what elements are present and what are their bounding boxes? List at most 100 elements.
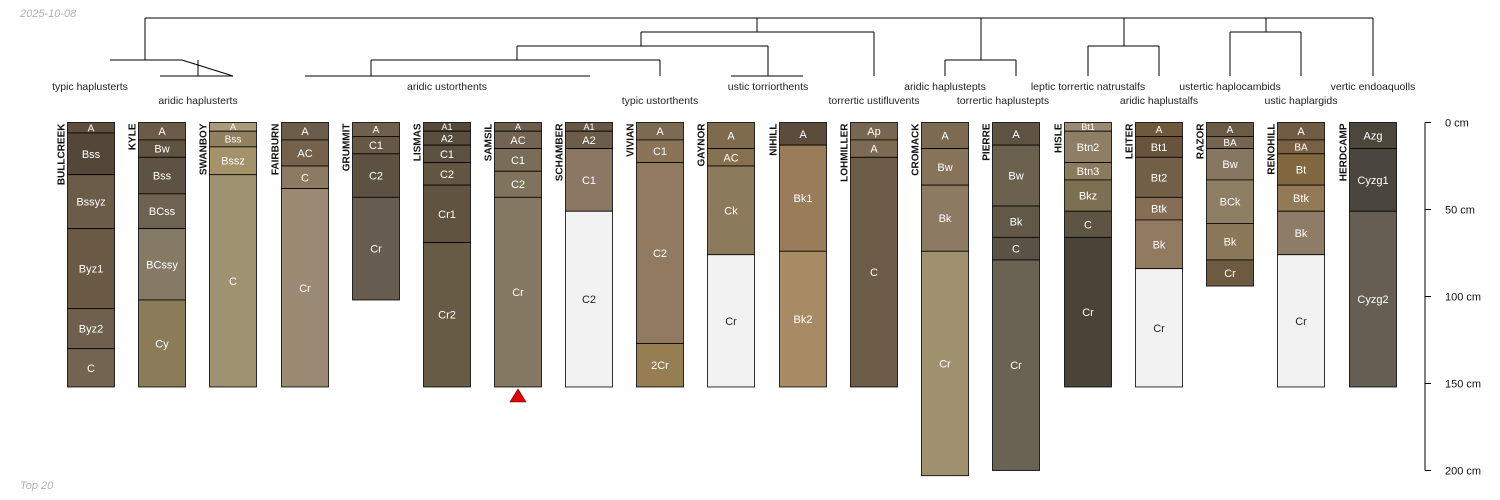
taxon-label-leptic-torrertic-natrustalfs: leptic torrertic natrustalfs (1031, 81, 1145, 93)
horizon-label: Bw (154, 144, 169, 156)
horizon-kyle-bcssy (138, 228, 186, 301)
taxon-label-typic-haplusterts: typic haplusterts (52, 81, 128, 93)
profile-herdcamp: Azg Cyzg1 Cyzg2 HERDCAMP (1339, 122, 1397, 388)
taxon-label-vertic-endoaquolls: vertic endoaquolls (1331, 81, 1416, 93)
date-stamp: 2025-10-08 (20, 8, 77, 20)
depth-tick-label: 200 cm (1445, 466, 1481, 478)
horizon-label: BA (1223, 138, 1237, 149)
horizon-samsil-cr (494, 196, 542, 388)
profile-renohill: A BA Bt Btk Bk Cr RENOHILL (1267, 122, 1325, 388)
horizon-label: Cyzg2 (1357, 294, 1388, 306)
profile-name-label: KYLE (128, 123, 139, 150)
horizon-bullcreek-byz1 (67, 228, 115, 310)
horizon-label: Cr (1010, 360, 1022, 372)
profile-name-label: SCHAMBER (555, 123, 566, 182)
horizon-label: C1 (653, 146, 667, 158)
profile-name-label: NIHILL (769, 124, 780, 156)
horizon-label: AC (297, 148, 312, 160)
horizon-label: Cr (370, 244, 382, 256)
taxon-label-typic-ustorthents: typic ustorthents (622, 95, 698, 107)
profile-name-label: RAZOR (1196, 123, 1207, 159)
horizon-label: Azg (1364, 131, 1383, 143)
horizon-label: Cr (299, 283, 311, 295)
profile-hisle: Bt1 Btn2 Btn3 Bkz C Cr HISLE (1054, 122, 1112, 388)
profile-name-label: LOHMILLER (840, 123, 851, 182)
horizon-swanboy-bssz (209, 146, 257, 176)
horizon-razor-bck (1206, 179, 1254, 224)
horizon-label: C (301, 172, 309, 184)
profile-pierre: A Bw Bk C Cr PIERRE (982, 122, 1040, 471)
horizon-label: A (158, 126, 166, 138)
horizon-schamber-c2 (565, 210, 613, 388)
profile-name-label: CROMACK (911, 123, 922, 176)
horizon-label: Cr (1153, 323, 1165, 335)
horizon-schamber-c1 (565, 148, 613, 212)
profile-swanboy: A Bss Bssz C SWANBOY (199, 122, 257, 388)
horizon-label: A (88, 123, 95, 134)
profile-name-label: RENOHILL (1267, 124, 1278, 175)
horizon-label: Bss (153, 171, 172, 183)
horizon-label: C (1012, 244, 1020, 256)
horizon-label: Bw (1008, 171, 1023, 183)
horizon-label: C (1084, 219, 1092, 231)
taxon-label-aridic-haplusterts: aridic haplusterts (158, 95, 237, 107)
horizon-label: A (515, 122, 521, 132)
horizon-label: Btn3 (1077, 166, 1100, 178)
profile-fairburn: A AC C Cr FAIRBURN (271, 122, 329, 388)
horizon-hisle-c (1064, 210, 1112, 238)
profile-name-label: PIERRE (982, 123, 993, 161)
horizon-cromack-a (921, 122, 969, 150)
depth-tick-label: 150 cm (1445, 379, 1481, 391)
horizon-label: BCss (149, 206, 176, 218)
horizon-label: A (301, 126, 309, 138)
selected-profile-marker (509, 388, 527, 403)
horizon-label: Byz1 (79, 264, 103, 276)
profile-name-label: GRUMMIT (342, 124, 353, 172)
footer-caption: Top 20 (20, 480, 54, 492)
profile-name-label: SAMSIL (484, 124, 495, 162)
profile-name-label: SWANBOY (199, 123, 210, 175)
profile-vivian: A C1 C2 2Cr VIVIAN (626, 122, 684, 388)
horizon-label: A (727, 131, 735, 143)
horizon-lismas-cr2 (423, 242, 471, 388)
horizon-label: C1 (582, 175, 596, 187)
taxon-label-aridic-haplustalfs: aridic haplustalfs (1120, 95, 1198, 107)
profile-name-label: HERDCAMP (1339, 123, 1350, 181)
horizon-herdcamp-cyzg2 (1349, 210, 1397, 388)
horizon-bullcreek-c (67, 348, 115, 388)
horizon-label: A2 (441, 134, 454, 145)
horizon-label: Cr (939, 358, 951, 370)
horizon-label: Bw (1222, 159, 1237, 171)
horizon-label: Bk1 (794, 193, 813, 205)
horizon-fairburn-cr (281, 188, 329, 388)
taxon-label-ustic-haplargids: ustic haplargids (1265, 95, 1338, 107)
horizon-label: AC (723, 152, 738, 164)
horizon-label: C (87, 363, 95, 375)
horizon-herdcamp-cyzg1 (1349, 148, 1397, 212)
horizon-label: Btn2 (1077, 142, 1100, 154)
horizon-label: Bt1 (1081, 122, 1095, 132)
horizon-label: BCk (1220, 197, 1241, 209)
horizon-razor-cr (1206, 259, 1254, 287)
horizon-label: C2 (582, 294, 596, 306)
profile-bullcreek: A Bss Bssyz Byz1 Byz2 C BULLCREEK (57, 122, 115, 388)
profile-columns: A Bss Bssyz Byz1 Byz2 C BULLCREEK A Bw Bss BCss BCs… (57, 122, 1397, 477)
horizon-label: BCssy (146, 259, 178, 271)
profile-name-label: FAIRBURN (271, 124, 282, 176)
horizon-pierre-bw (992, 144, 1040, 207)
horizon-label: Cyzg1 (1357, 175, 1388, 187)
horizon-label: Bk (1153, 239, 1166, 251)
profile-lismas: A1 A2 C1 C2 Cr1 Cr2 LISMAS (413, 122, 471, 388)
horizon-label: Bssyz (76, 197, 105, 209)
horizon-pierre-cr (992, 259, 1040, 471)
horizon-grummit-c2 (352, 153, 400, 198)
horizon-label: C2 (653, 248, 667, 260)
horizon-label: Btk (1293, 193, 1309, 205)
horizon-bullcreek-bss (67, 132, 115, 176)
horizon-label: C2 (440, 169, 454, 181)
horizon-bullcreek-byz2 (67, 308, 115, 350)
horizon-label: Btk (1151, 204, 1167, 216)
profile-leiter: A Bt1 Bt2 Btk Bk Cr LEITER (1125, 122, 1183, 388)
horizon-kyle-bcss (138, 193, 186, 230)
taxa-labels: typic haplusterts aridic haplusterts aridi… (52, 81, 1415, 107)
